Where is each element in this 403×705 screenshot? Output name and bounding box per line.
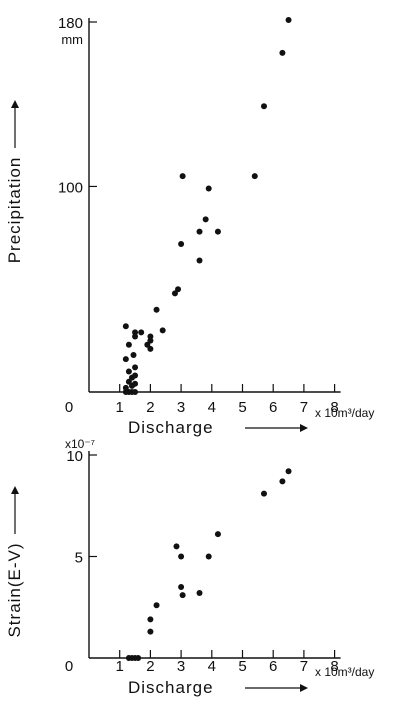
- data-point: [202, 216, 209, 223]
- data-point: [214, 531, 221, 538]
- data-point: [205, 185, 212, 192]
- data-point: [279, 478, 286, 485]
- data-point: [144, 341, 151, 348]
- data-point: [196, 228, 203, 235]
- data-point: [147, 616, 154, 623]
- x-tick-label: 4: [208, 658, 216, 675]
- y-tick-label: 5: [75, 550, 83, 567]
- data-point: [125, 368, 132, 375]
- data-point: [135, 655, 142, 661]
- data-point: [138, 329, 145, 336]
- data-point: [125, 341, 132, 348]
- data-point: [285, 16, 292, 23]
- data-point: [132, 364, 139, 371]
- x-tick-label: 6: [269, 399, 277, 416]
- data-point: [279, 49, 286, 56]
- data-point: [196, 590, 203, 597]
- y-tick-label: 180: [58, 15, 83, 32]
- y-unit-label: x10⁻⁷: [65, 437, 95, 451]
- data-point: [260, 103, 267, 110]
- data-point: [153, 306, 160, 313]
- data-point: [214, 228, 221, 235]
- x-unit-label: x 10m³/day: [315, 665, 374, 679]
- x-tick-label: 0: [65, 658, 73, 675]
- data-point: [130, 352, 137, 358]
- x-unit-label: x 10m³/day: [315, 406, 374, 420]
- data-point: [147, 337, 154, 344]
- data-point: [147, 628, 154, 635]
- data-point: [132, 333, 139, 340]
- y-axis-arrowhead: [11, 100, 19, 108]
- x-tick-label: 6: [269, 658, 277, 675]
- data-point: [125, 378, 132, 385]
- y-tick-label: 100: [58, 179, 83, 196]
- x-tick-label: 7: [300, 399, 308, 416]
- x-tick-label: 3: [177, 399, 185, 416]
- x-tick-label: 0: [65, 399, 73, 416]
- y-unit-label: mm: [61, 32, 83, 47]
- y-axis-arrowhead: [11, 486, 19, 494]
- data-point: [153, 602, 160, 609]
- x-axis-title: Discharge: [128, 418, 214, 437]
- data-point: [205, 553, 212, 560]
- data-point: [175, 286, 182, 293]
- x-tick-label: 2: [146, 658, 154, 675]
- x-tick-label: 1: [116, 399, 124, 416]
- data-point: [122, 356, 129, 363]
- data-point: [132, 372, 139, 379]
- x-tick-label: 7: [300, 658, 308, 675]
- x-axis-arrowhead: [300, 684, 308, 692]
- x-tick-label: 8: [330, 658, 338, 675]
- x-tick-label: 2: [146, 399, 154, 416]
- x-tick-label: 3: [177, 658, 185, 675]
- y-axis-title: Precipitation: [5, 157, 24, 264]
- data-point: [285, 468, 292, 475]
- x-tick-label: 4: [208, 399, 216, 416]
- data-point: [173, 543, 180, 550]
- data-point: [178, 241, 185, 247]
- data-point: [178, 553, 185, 560]
- x-tick-label: 8: [330, 399, 338, 416]
- x-axis-title: Discharge: [128, 678, 214, 697]
- x-tick-label: 5: [238, 658, 246, 675]
- data-point: [251, 173, 258, 180]
- data-point: [122, 384, 129, 391]
- data-point: [132, 380, 139, 387]
- data-point: [159, 327, 166, 334]
- data-point: [132, 389, 139, 395]
- data-point: [132, 329, 139, 336]
- data-point: [260, 490, 267, 497]
- x-tick-label: 1: [116, 658, 124, 675]
- data-point: [147, 333, 154, 340]
- x-tick-label: 5: [238, 399, 246, 416]
- data-point: [179, 173, 186, 180]
- data-point: [179, 592, 186, 599]
- x-axis-arrowhead: [300, 424, 308, 432]
- data-point: [178, 583, 185, 590]
- data-point: [122, 323, 129, 330]
- y-axis-title: Strain(E-V): [5, 542, 24, 637]
- data-point: [196, 257, 203, 264]
- data-point: [171, 290, 178, 297]
- data-point: [147, 345, 154, 352]
- y-tick-label: 10: [66, 448, 83, 465]
